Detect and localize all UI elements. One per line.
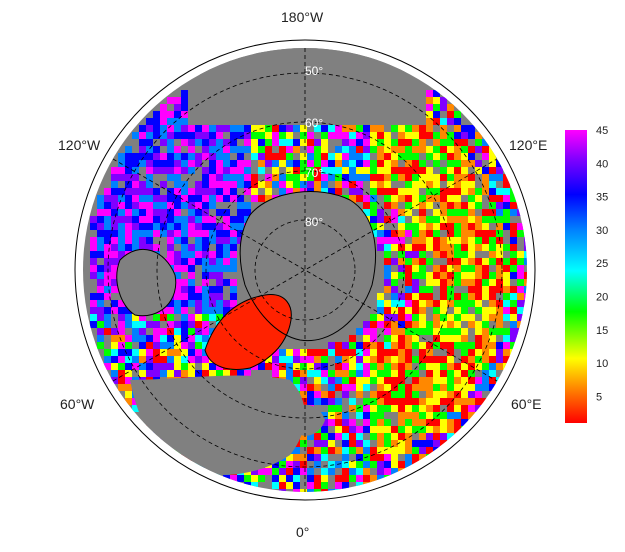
colorbar: 5 10 15 20 25 30 35 40 45	[565, 125, 608, 423]
lon-label-60e: 60°E	[511, 396, 542, 412]
greenland-region	[205, 294, 292, 370]
colorbar-tick-label: 45	[596, 125, 608, 137]
colorbar-ticks: 5 10 15 20 25 30 35 40 45	[596, 125, 608, 403]
lat-label-60: 60°	[305, 116, 323, 130]
colorbar-gradient	[565, 130, 587, 423]
colorbar-tick-label: 40	[596, 158, 608, 170]
lon-label-120w: 120°W	[58, 137, 101, 153]
lat-label-70: 70°	[305, 166, 323, 180]
colorbar-tick-label: 30	[596, 225, 608, 237]
colorbar-tick-label: 25	[596, 258, 608, 270]
lon-label-60w: 60°W	[60, 396, 95, 412]
colorbar-tick-label: 20	[596, 291, 608, 303]
graticule	[107, 48, 503, 492]
lon-label-0: 0°	[296, 524, 309, 540]
colorbar-tick-label: 35	[596, 192, 608, 204]
colorbar-tick-label: 15	[596, 325, 608, 337]
colorbar-tick-label: 5	[596, 391, 602, 403]
colorbar-tick-label: 10	[596, 358, 608, 370]
lon-label-180w: 180°W	[281, 9, 324, 25]
lat-label-80: 80°	[305, 215, 323, 229]
lon-label-120e: 120°E	[509, 137, 547, 153]
lat-label-50: 50°	[305, 64, 323, 78]
coastlines	[116, 191, 377, 370]
